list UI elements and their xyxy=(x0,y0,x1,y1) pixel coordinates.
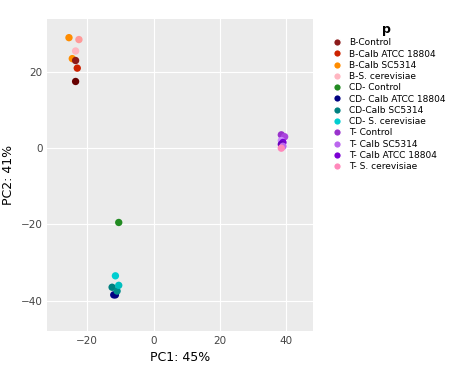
Point xyxy=(68,56,76,62)
Point xyxy=(73,65,81,71)
Point xyxy=(115,282,122,288)
Point xyxy=(281,134,288,140)
Point xyxy=(113,288,121,294)
Point xyxy=(278,145,285,151)
Point xyxy=(112,292,119,298)
Point xyxy=(72,48,79,54)
Point xyxy=(278,141,285,147)
Point xyxy=(279,143,287,149)
Point xyxy=(115,219,122,225)
Point xyxy=(72,58,79,64)
Y-axis label: PC2: 41%: PC2: 41% xyxy=(2,145,15,205)
X-axis label: PC1: 45%: PC1: 45% xyxy=(150,352,210,365)
Point xyxy=(278,138,285,144)
Legend: B-Control, B-Calb ATCC 18804, B-Calb SC5314, B-S. cerevisiae, CD- Control, CD- C: B-Control, B-Calb ATCC 18804, B-Calb SC5… xyxy=(328,23,445,171)
Point xyxy=(278,132,285,138)
Point xyxy=(112,273,119,279)
Point xyxy=(108,284,116,290)
Point xyxy=(110,292,118,298)
Point xyxy=(72,78,79,84)
Point xyxy=(279,140,287,145)
Point xyxy=(65,35,73,41)
Point xyxy=(75,36,83,42)
